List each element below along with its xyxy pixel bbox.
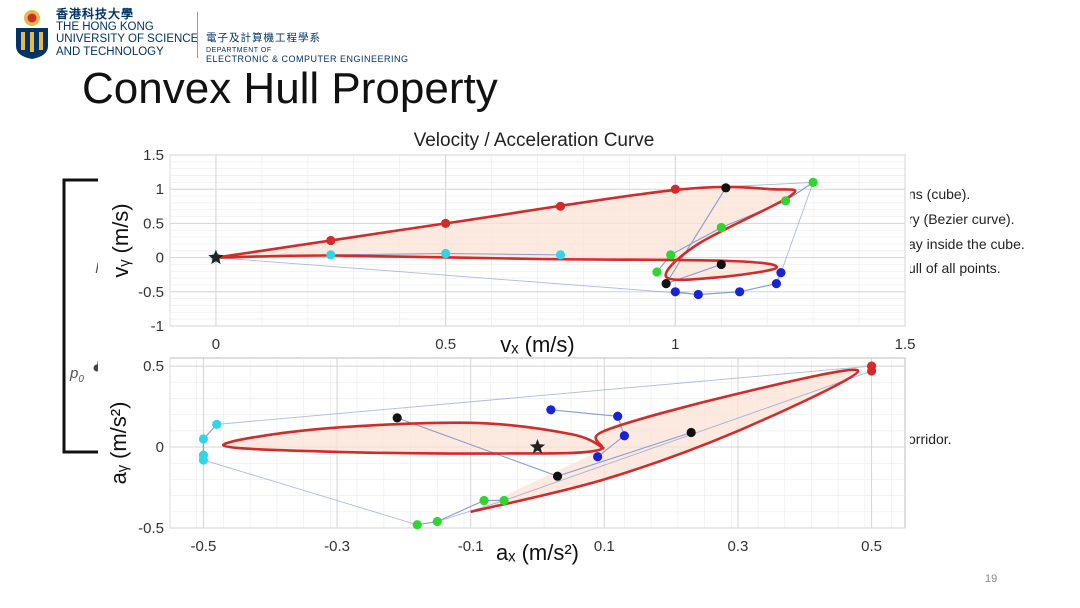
chart-title: Velocity / Acceleration Curve [414, 130, 655, 151]
accel-xtick-label: 0.1 [594, 538, 615, 555]
velocity-control-point-red [326, 235, 336, 246]
velocity-control-point-cyan [555, 250, 566, 260]
acceleration-plot: -0.5 -0.3 -0.1 0.1 0.3 0.5 -0.5 0 0.5 aₓ (m/s²) aᵧ… [106, 357, 906, 565]
velocity-control-point-cyan [441, 248, 451, 259]
accel-xtick-label: 0.3 [728, 538, 749, 555]
page-number: 19 [985, 573, 998, 585]
velocity-x-axis-label: vₓ (m/s) [500, 332, 574, 357]
accel-xtick-label: -0.1 [458, 538, 484, 555]
accel-control-point-blue [619, 431, 629, 441]
department-name-cn: 電子及計算機工程學系 [206, 32, 321, 44]
accel-xtick-label: 0.5 [861, 538, 882, 555]
accel-x-axis-label: aₓ (m/s²) [496, 540, 579, 565]
velocity-control-point-blue [693, 289, 703, 300]
accel-control-point-green [412, 520, 422, 530]
accel-ytick-label: -0.5 [138, 520, 164, 537]
velocity-xtick-label: 1.5 [895, 336, 916, 353]
university-name: 香港科技大學 THE HONG KONG UNIVERSITY OF SCIEN… [56, 8, 198, 58]
velocity-ytick-label: 0 [156, 250, 164, 267]
university-name-line-3: AND TECHNOLOGY [56, 45, 164, 58]
accel-control-point-black [392, 413, 402, 423]
accel-control-point-cyan [212, 419, 222, 429]
velocity-control-point-red [555, 201, 566, 211]
department-prefix: DEPARTMENT OF [206, 47, 272, 54]
velocity-ytick-label: 1 [156, 181, 164, 198]
bullet-text-2: ry (Bezier curve). [908, 211, 1015, 227]
velocity-control-point-green [666, 250, 676, 260]
university-name-line-1: THE HONG KONG [56, 20, 154, 33]
cube-frame [62, 178, 112, 454]
university-crest-icon [16, 10, 48, 59]
velocity-plot: 0 0.5 1 1.5 -1 -0.5 0 0.5 1 1.5 vₓ (m/s) vᵧ (m/s) [108, 147, 915, 357]
velocity-control-point-blue [771, 278, 781, 289]
accel-control-point-green [479, 495, 489, 506]
accel-control-point-blue [613, 411, 623, 421]
velocity-ytick-label: -0.5 [138, 284, 164, 301]
accel-ytick-label: 0 [156, 439, 164, 456]
velocity-control-point-cyan [326, 250, 336, 260]
velocity-ytick-label: 0.5 [143, 215, 164, 232]
accel-control-point-green [432, 516, 442, 527]
velocity-control-point-blue [670, 287, 680, 297]
velocity-control-point-green [716, 222, 726, 233]
accel-enclosed-area [223, 369, 859, 512]
bullet-text-1: ns (cube). [908, 186, 971, 202]
accel-control-point-red [866, 366, 877, 376]
velocity-ytick-label: -1 [151, 318, 164, 335]
slide-title: Convex Hull Property [82, 64, 498, 113]
velocity-control-point-black [721, 183, 731, 193]
slide-header: 香港科技大學 THE HONG KONG UNIVERSITY OF SCIEN… [0, 0, 1080, 70]
accel-ytick-label: 0.5 [143, 358, 164, 375]
velocity-control-point-black [661, 278, 671, 289]
bullet-text-3: ay inside the cube. [908, 236, 1025, 252]
department-name-en: ELECTRONIC & COMPUTER ENGINEERING [206, 54, 409, 64]
velocity-start-star-icon [208, 249, 224, 265]
velocity-control-point-blue [735, 287, 745, 297]
university-name-line-2: UNIVERSITY OF SCIENCE [56, 33, 199, 45]
department-name: 電子及計算機工程學系 DEPARTMENT OF ELECTRONIC & CO… [206, 30, 409, 64]
accel-control-point-black [686, 427, 696, 438]
bullet-text-4: ull of all points. [908, 260, 1001, 276]
velocity-control-point-red [670, 184, 680, 194]
velocity-control-point-green [652, 267, 662, 277]
velocity-xtick-label: 0 [212, 336, 220, 353]
accel-control-point-blue [593, 452, 603, 462]
accel-start-star-icon [529, 439, 546, 454]
velocity-xtick-label: 0.5 [435, 336, 456, 353]
bullet-text-5: orridor. [908, 431, 952, 447]
velocity-enclosed-area [215, 186, 796, 280]
accel-control-point-green [499, 495, 509, 506]
accel-control-point-blue [546, 405, 556, 415]
header-divider [197, 12, 198, 58]
accel-control-point-cyan [198, 434, 209, 444]
accel-control-point-black [552, 471, 563, 481]
velocity-control-point-green [780, 196, 791, 206]
velocity-control-point-blue [776, 268, 786, 278]
velocity-control-point-black [716, 259, 726, 270]
velocity-control-point-red [441, 218, 451, 228]
university-name-cn: 香港科技大學 [56, 7, 135, 21]
accel-trajectory-curve [222, 368, 860, 514]
accel-y-axis-label: aᵧ (m/s²) [106, 402, 131, 485]
velocity-ytick-label: 1.5 [143, 147, 164, 164]
accel-xtick-label: -0.3 [324, 538, 350, 555]
velocity-control-point-green [808, 177, 818, 187]
velocity-y-axis-label: vᵧ (m/s) [108, 203, 133, 277]
accel-control-point-cyan [198, 455, 209, 465]
accel-xtick-label: -0.5 [190, 538, 216, 555]
p0-label: p0 [69, 365, 84, 385]
velocity-xtick-label: 1 [671, 336, 679, 353]
